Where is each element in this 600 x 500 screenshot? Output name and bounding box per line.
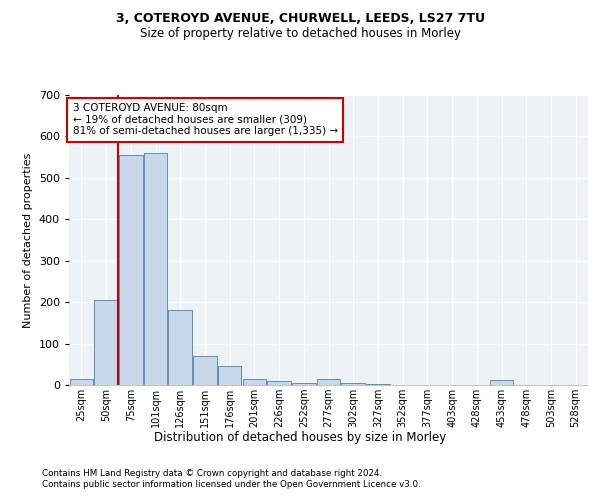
- Bar: [317, 379, 340, 385]
- Bar: [119, 155, 143, 385]
- Y-axis label: Number of detached properties: Number of detached properties: [23, 152, 33, 328]
- Bar: [144, 153, 167, 385]
- Bar: [218, 366, 241, 385]
- Bar: [242, 379, 266, 385]
- Bar: [169, 310, 192, 385]
- Bar: [490, 380, 513, 385]
- Text: Contains public sector information licensed under the Open Government Licence v3: Contains public sector information licen…: [42, 480, 421, 489]
- Bar: [268, 381, 291, 385]
- Bar: [341, 384, 365, 385]
- Text: Size of property relative to detached houses in Morley: Size of property relative to detached ho…: [139, 28, 461, 40]
- Bar: [70, 379, 93, 385]
- Bar: [94, 300, 118, 385]
- Text: Contains HM Land Registry data © Crown copyright and database right 2024.: Contains HM Land Registry data © Crown c…: [42, 468, 382, 477]
- Bar: [193, 356, 217, 385]
- Text: 3, COTEROYD AVENUE, CHURWELL, LEEDS, LS27 7TU: 3, COTEROYD AVENUE, CHURWELL, LEEDS, LS2…: [115, 12, 485, 26]
- Text: Distribution of detached houses by size in Morley: Distribution of detached houses by size …: [154, 431, 446, 444]
- Text: 3 COTEROYD AVENUE: 80sqm
← 19% of detached houses are smaller (309)
81% of semi-: 3 COTEROYD AVENUE: 80sqm ← 19% of detach…: [73, 104, 338, 136]
- Bar: [292, 383, 316, 385]
- Bar: [366, 384, 389, 385]
